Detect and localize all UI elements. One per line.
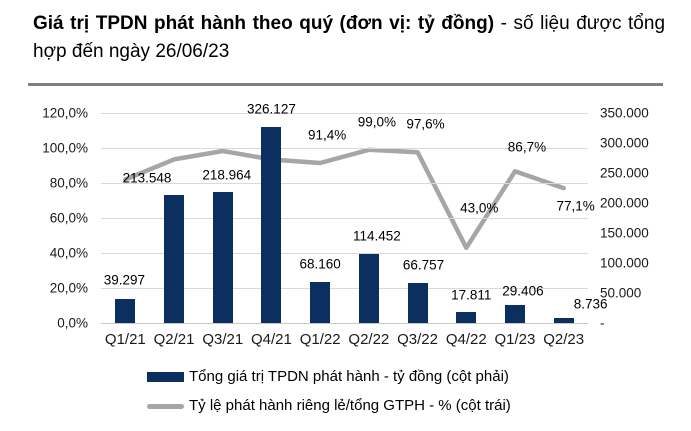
line-value-label: 97,6% <box>406 116 445 132</box>
page-title-bold: Giá trị TPDN phát hành theo quý (đơn vị:… <box>33 13 495 34</box>
line-value-label: 86,7% <box>507 139 547 155</box>
left-axis-tick: 60,0% <box>49 210 88 226</box>
bar-value-label: 17.811 <box>451 287 492 303</box>
x-axis-label-Q1/23: Q1/23 <box>494 331 536 348</box>
x-axis-label-Q2/23: Q2/23 <box>543 331 585 348</box>
right-axis-tick: 50.000 <box>600 285 642 301</box>
left-axis-tick: 40,0% <box>49 245 88 261</box>
page-title-regular: - số liệu được tổng hợp đến ngày 26/06/2… <box>33 13 666 62</box>
bar-Q4/21 <box>261 127 282 323</box>
right-axis-tick: 100.000 <box>600 255 649 271</box>
right-axis-tick: 150.000 <box>600 225 649 241</box>
bar-value-label: 39.297 <box>103 272 145 288</box>
bar-value-label: 68.160 <box>299 256 341 272</box>
bar-Q2/23 <box>553 317 574 323</box>
bar-Q1/21 <box>115 299 136 323</box>
bar-Q2/21 <box>164 194 185 323</box>
gridline <box>101 183 588 184</box>
page-title: Giá trị TPDN phát hành theo quý (đơn vị:… <box>33 10 665 65</box>
gridline <box>101 323 588 324</box>
left-axis-tick: 80,0% <box>49 175 88 191</box>
legend-item-bars: Tổng giá trị TPDN phát hành - tỷ đồng (c… <box>147 367 511 387</box>
bar-value-label: 8.736 <box>573 296 608 312</box>
legend-label-line: Tỷ lệ phát hành riêng lẻ/tổng GTPH - % (… <box>189 397 511 414</box>
left-axis-tick: 20,0% <box>49 280 88 296</box>
gridline <box>101 288 588 289</box>
x-axis-label-Q1/21: Q1/21 <box>104 331 146 348</box>
bar-Q2/22 <box>358 254 379 323</box>
line-value-label: 91,4% <box>308 127 347 143</box>
x-axis-label-Q2/21: Q2/21 <box>153 331 195 348</box>
gridline <box>101 253 588 254</box>
right-axis-tick: 250.000 <box>600 165 649 181</box>
bar-value-label: 29.406 <box>502 283 544 299</box>
x-axis-label-Q3/21: Q3/21 <box>202 331 244 348</box>
line-value-label: 43,0% <box>460 200 499 216</box>
title-divider <box>28 83 663 86</box>
bar-value-label: 326.127 <box>247 101 296 117</box>
bar-Q1/23 <box>504 305 525 323</box>
bar-Q1/22 <box>310 282 331 323</box>
gridline <box>101 113 588 114</box>
right-axis-tick: 200.000 <box>600 195 649 211</box>
line-value-label: 99,0% <box>357 114 396 130</box>
bar-value-label: 114.452 <box>352 228 401 244</box>
bar-Q4/22 <box>456 312 477 323</box>
ratio-line <box>123 147 566 251</box>
bar-value-label: 213.548 <box>122 170 172 186</box>
right-axis-tick: 350.000 <box>600 105 649 121</box>
legend: Tổng giá trị TPDN phát hành - tỷ đồng (c… <box>147 367 511 416</box>
line-series-swatch-icon <box>147 403 184 409</box>
legend-item-line: Tỷ lệ phát hành riêng lẻ/tổng GTPH - % (… <box>147 396 511 416</box>
left-axis-tick: 100,0% <box>42 140 88 156</box>
x-axis-label-Q1/22: Q1/22 <box>299 331 341 348</box>
left-axis-tick: 0,0% <box>57 315 88 331</box>
gridline <box>101 148 588 149</box>
legend-label-bars: Tổng giá trị TPDN phát hành - tỷ đồng (c… <box>189 368 509 385</box>
line-value-label: 77,1% <box>556 198 595 214</box>
gridline <box>101 218 588 219</box>
right-axis-tick: 300.000 <box>600 135 649 151</box>
x-axis-label-Q4/22: Q4/22 <box>445 331 487 348</box>
bar-Q3/21 <box>212 191 233 323</box>
x-axis-label-Q2/22: Q2/22 <box>348 331 390 348</box>
bar-Q3/22 <box>407 282 428 323</box>
bar-value-label: 66.757 <box>402 257 445 273</box>
bar-value-label: 218.964 <box>202 167 252 183</box>
right-axis-tick: - <box>600 315 605 331</box>
bar-series-swatch-icon <box>147 372 184 382</box>
x-axis-label-Q3/22: Q3/22 <box>397 331 438 348</box>
left-axis-tick: 120,0% <box>42 105 88 121</box>
x-axis-label-Q4/21: Q4/21 <box>251 331 292 348</box>
